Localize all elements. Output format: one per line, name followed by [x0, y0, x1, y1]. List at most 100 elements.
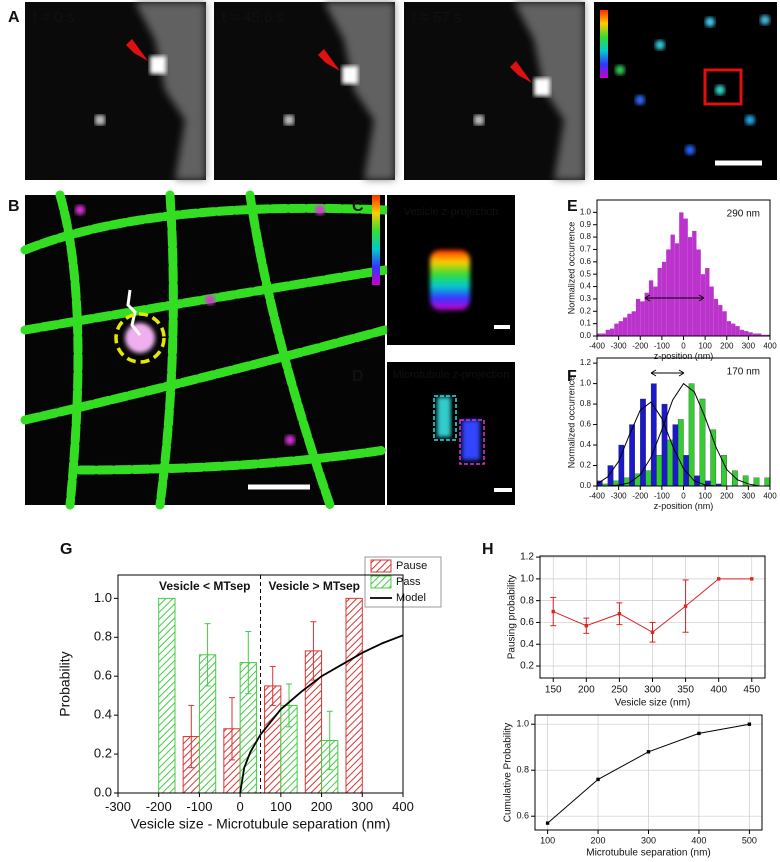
- marker: [650, 630, 655, 634]
- x-tick-label: 400: [763, 341, 777, 350]
- x-tick-label: 200: [720, 341, 734, 350]
- histogram-bar: [735, 326, 740, 336]
- y-axis-label: Probability: [57, 651, 73, 716]
- histogram-bar: [752, 333, 758, 336]
- y-tick-label: 1.0: [580, 207, 592, 216]
- histogram-bar: [726, 321, 732, 336]
- x-tick-label: 150: [545, 685, 562, 696]
- x-axis-label: Microtubule separation (nm): [586, 847, 711, 858]
- spot: [315, 205, 325, 215]
- histogram-bar: [623, 477, 630, 487]
- x-tick-label: -100: [654, 341, 671, 350]
- chart: 0.0 0.2 0.4 0.6 0.8 1.0 -300 -200 -100 0 100 200 300…: [57, 556, 442, 831]
- x-axis-label: z-position (nm): [654, 351, 714, 361]
- histogram-bar: [614, 323, 619, 336]
- spot: [205, 295, 215, 305]
- x-tick-label: -300: [611, 341, 628, 350]
- histogram-bar: [645, 470, 652, 487]
- panel-label: E: [567, 198, 578, 215]
- legend-swatch: [370, 559, 392, 573]
- y-tick-label: 0.5: [580, 269, 592, 278]
- y-tick-label: 0.6: [520, 617, 534, 628]
- plot-frame: [539, 555, 766, 679]
- y-tick-label: 1.2: [580, 358, 592, 367]
- x-tick-label: 200: [591, 835, 606, 845]
- microtubule: [20, 265, 390, 335]
- x-tick-label: 250: [611, 685, 628, 696]
- x-tick-label: 500: [742, 835, 757, 845]
- y-tick-label: 0.2: [520, 661, 534, 672]
- histogram-bar: [631, 311, 636, 336]
- plot-frame: [117, 574, 404, 794]
- vesicle: [125, 323, 155, 353]
- histogram-bar: [653, 286, 658, 336]
- x-tick-label: 0: [681, 491, 686, 500]
- error-bar: [229, 697, 235, 761]
- panel-title: Microtubule z-projection: [393, 369, 510, 381]
- x-tick-label: 400: [691, 835, 706, 845]
- x-tick-label: 0: [681, 341, 686, 350]
- spot: [284, 115, 294, 125]
- histogram-bar: [764, 477, 771, 487]
- histogram-bar: [618, 321, 623, 336]
- y-tick-label: 0.0: [580, 331, 592, 340]
- histogram-bar: [761, 334, 766, 336]
- panel-label: H: [482, 541, 494, 558]
- marker: [551, 609, 555, 614]
- y-tick-label: 0.8: [516, 765, 529, 775]
- arrow: [126, 39, 148, 61]
- histogram-bar: [683, 218, 688, 336]
- x-tick-label: -200: [632, 341, 649, 350]
- y-tick-label: 1.0: [520, 574, 534, 585]
- y-tick-label: 0.4: [94, 707, 112, 722]
- histogram-bar: [650, 383, 657, 487]
- x-tick-label: 100: [698, 491, 712, 500]
- spot: [615, 65, 625, 75]
- histogram-bar: [657, 268, 662, 336]
- roi-box: [459, 419, 485, 465]
- histogram-bar: [700, 274, 706, 336]
- y-tick-label: 0.0: [580, 481, 592, 490]
- legend-label: Pass: [396, 576, 421, 588]
- microtubule: [75, 445, 390, 475]
- y-tick-label: 0.2: [580, 306, 592, 315]
- marker: [683, 604, 688, 608]
- spot: [285, 435, 295, 445]
- x-tick-label: 200: [720, 491, 734, 500]
- panel-label: B: [8, 198, 20, 215]
- roi-box: [433, 395, 457, 441]
- legend-label: Pause: [396, 560, 427, 572]
- x-tick-label: -200: [632, 491, 649, 500]
- y-tick-label: 1.0: [580, 379, 592, 388]
- chart: 0.0 0.1 0.2 0.3 0.4 0.5 0.6 0.7 0.8 0.9 1.0 -400 -30…: [566, 199, 777, 361]
- histogram-bar: [713, 298, 719, 336]
- histogram-bar: [739, 329, 745, 336]
- histogram-bar: [627, 313, 632, 336]
- time-label: t = 57 s: [412, 9, 462, 26]
- error-bar: [204, 623, 211, 687]
- x-tick-label: 300: [351, 799, 373, 814]
- y-tick-label: 0.2: [94, 746, 112, 761]
- chart: 0.0 0.2 0.4 0.6 0.8 1.0 1.2 -400 -300 -200 -100 0 10…: [566, 357, 777, 511]
- y-tick-label: 0.8: [94, 629, 112, 644]
- y-tick-label: 0.6: [580, 420, 592, 429]
- y-tick-label: 1.2: [520, 552, 534, 563]
- legend-label: Model: [396, 592, 426, 604]
- width-arrow: [644, 294, 705, 302]
- histogram-bar: [597, 333, 602, 336]
- spot: [474, 115, 484, 125]
- histogram-bar: [688, 383, 695, 487]
- plot-frame: [534, 714, 763, 831]
- histogram-bar: [718, 305, 723, 336]
- y-tick-label: 0.6: [580, 257, 592, 266]
- x-tick-label: 300: [742, 341, 756, 350]
- error-bar: [188, 704, 195, 769]
- chart: 0.6 0.8 1.0 100 200 300 400 500 Microtubule sepa…: [503, 714, 763, 858]
- spot: [715, 85, 725, 95]
- microtubule: [55, 190, 83, 510]
- vesicle: [342, 66, 358, 84]
- histogram-bar: [674, 243, 680, 336]
- y-axis-label: Normalized occurrence: [566, 222, 576, 315]
- arrow: [318, 49, 340, 71]
- error-bar: [326, 710, 333, 771]
